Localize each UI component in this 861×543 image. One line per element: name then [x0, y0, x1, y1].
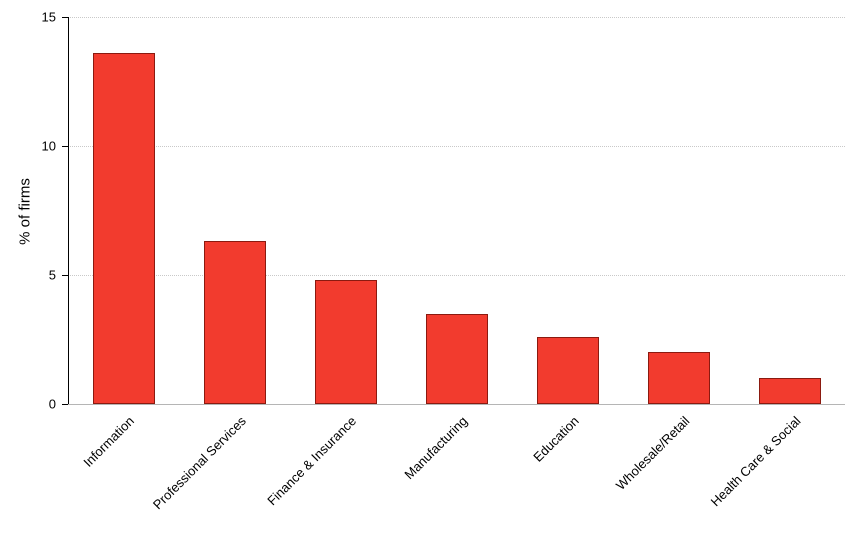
x-category-label-finance-insurance: Finance & Insurance: [264, 413, 360, 509]
y-tick-0: [62, 404, 68, 405]
y-tick-label-5: 5: [48, 267, 56, 283]
gridline-y-5: [68, 275, 845, 276]
bar-information: [92, 53, 155, 404]
y-tick-label-0: 0: [48, 396, 56, 412]
x-category-label-professional-services: Professional Services: [149, 413, 249, 513]
gridline-y-10: [68, 146, 845, 147]
y-tick-label-15: 15: [41, 9, 56, 25]
y-axis: [68, 17, 69, 405]
x-axis: [68, 404, 845, 405]
y-tick-15: [62, 17, 68, 18]
x-category-label-education: Education: [529, 413, 582, 465]
y-tick-label-10: 10: [41, 138, 56, 154]
bar-manufacturing: [425, 313, 488, 404]
y-axis-title: % of firms: [16, 178, 34, 245]
x-category-label-health-care-social: Health Care & Social: [707, 413, 804, 510]
x-category-label-wholesale-retail: Wholesale/Retail: [612, 413, 693, 493]
gridline-y-15: [68, 17, 845, 18]
bar-wholesale-retail: [647, 352, 710, 404]
y-tick-10: [62, 146, 68, 147]
bar-education: [536, 336, 599, 404]
y-tick-5: [62, 275, 68, 276]
bar-health-care-social: [758, 378, 821, 404]
x-category-label-information: Information: [80, 413, 138, 470]
x-category-label-manufacturing: Manufacturing: [401, 413, 471, 483]
bar-finance-insurance: [314, 280, 377, 404]
bar-professional-services: [203, 241, 266, 404]
